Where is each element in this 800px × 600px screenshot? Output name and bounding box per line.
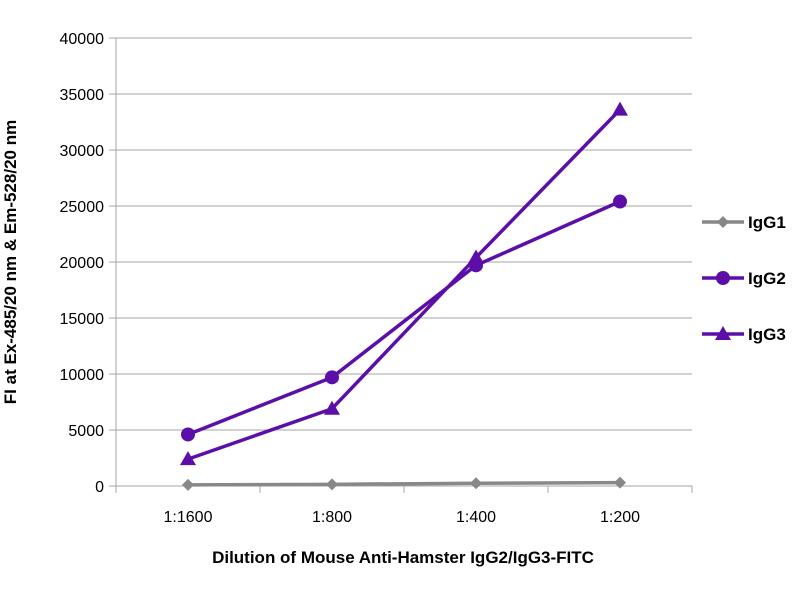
- x-tick-label: 1:400: [456, 509, 496, 526]
- legend-label: IgG3: [748, 325, 786, 344]
- legend-marker: [715, 326, 731, 340]
- legend: IgG1 IgG2 IgG3: [702, 213, 786, 344]
- data-point-IgG3: [324, 400, 340, 415]
- y-axis-title: FI at Ex-485/20 nm & Em-528/20 nm: [1, 120, 20, 404]
- y-tick-label: 5000: [68, 423, 104, 440]
- data-point-IgG3: [468, 249, 484, 264]
- y-tick-label: 40000: [60, 31, 105, 48]
- y-tick-label: 0: [95, 479, 104, 496]
- x-tick-label: 1:1600: [164, 509, 213, 526]
- legend-marker: [716, 271, 730, 285]
- legend-label: IgG2: [748, 269, 786, 288]
- x-tick-label: 1:800: [312, 509, 352, 526]
- y-tick-label: 35000: [60, 87, 105, 104]
- y-tick-label: 15000: [60, 311, 105, 328]
- data-point-IgG3: [612, 101, 628, 116]
- data-point-IgG2: [613, 194, 627, 209]
- series-line-IgG2: [187, 199, 621, 437]
- y-axis-ticks: 0 5000 10000 15000 20000 25000 30000 35000 40000: [60, 31, 117, 496]
- gridlines: [116, 37, 692, 487]
- x-axis: 1:1600 1:800 1:400 1:200: [115, 486, 693, 526]
- data-point-IgG1: [614, 476, 626, 489]
- y-tick-label: 20000: [60, 255, 105, 272]
- legend-marker: [717, 216, 729, 228]
- series-line-IgG1: [187, 480, 621, 487]
- series-line-IgG3: [187, 108, 622, 461]
- data-point-IgG1: [326, 478, 338, 491]
- data-point-IgG1: [182, 478, 194, 491]
- data-point-IgG2: [325, 370, 339, 385]
- data-point-IgG3: [180, 451, 196, 466]
- data-point-IgG2: [181, 427, 195, 442]
- data-point-IgG1: [470, 477, 482, 490]
- x-tick-label: 1:200: [600, 509, 640, 526]
- x-axis-title: Dilution of Mouse Anti-Hamster IgG2/IgG3…: [212, 548, 594, 567]
- series-markers: [180, 101, 628, 491]
- y-tick-label: 30000: [60, 143, 105, 160]
- series-lines: [187, 108, 622, 487]
- y-tick-label: 25000: [60, 199, 105, 216]
- y-tick-label: 10000: [60, 367, 105, 384]
- legend-label: IgG1: [748, 213, 786, 232]
